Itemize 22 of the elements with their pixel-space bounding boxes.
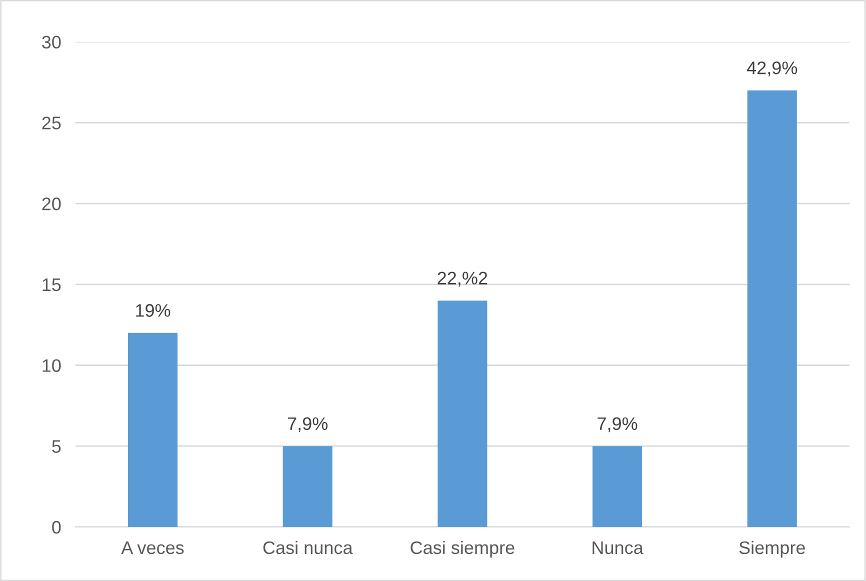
y-tick-label: 30 [42, 36, 61, 49]
annotation: 22,%2 [438, 272, 488, 287]
x-tick-label: Casi siempre [410, 540, 514, 558]
y-tick-label: 5 [52, 440, 61, 453]
annotation: 42,9% [746, 61, 798, 76]
annotation: 19% [136, 304, 170, 317]
annotation: 7,9% [288, 417, 328, 432]
x-tick-label: Siempre [739, 540, 805, 558]
y-tick-label: 10 [42, 359, 61, 372]
x-tick-label: A veces [121, 542, 184, 554]
annotation: 7,9% [598, 417, 638, 432]
x-tick-label: Casi nunca [263, 540, 353, 554]
bar [592, 446, 642, 527]
y-tick-label: 0 [52, 520, 61, 534]
y-tick-label: 15 [42, 278, 61, 292]
y-tick-label: 25 [42, 116, 61, 130]
bar [747, 90, 797, 527]
bar [282, 446, 332, 527]
y-tick-label: 20 [42, 197, 61, 210]
bar [438, 300, 488, 527]
bar [128, 332, 178, 527]
x-tick-label: Nunca [592, 542, 644, 554]
